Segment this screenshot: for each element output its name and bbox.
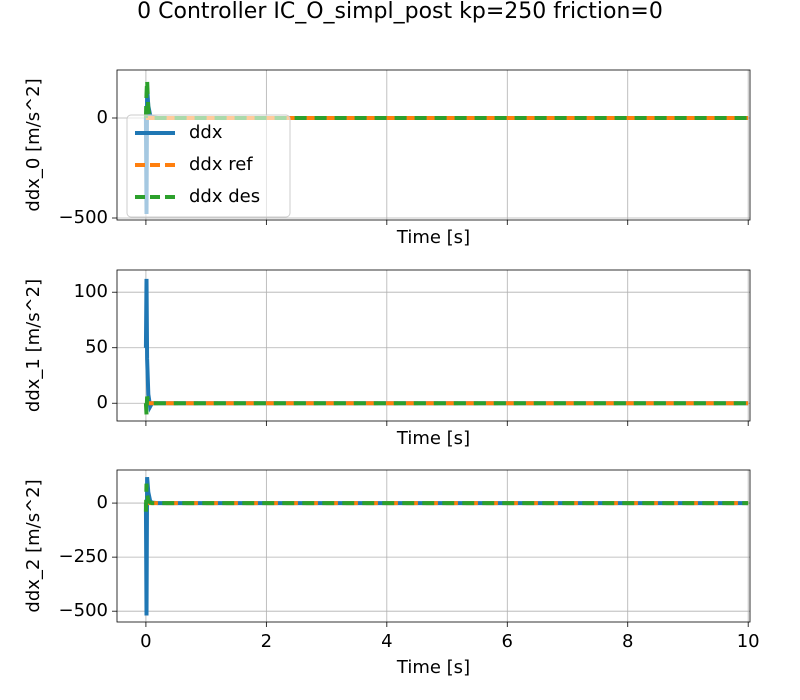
figure-title: 0 Controller IC_O_simpl_post kp=250 fric… (137, 0, 663, 24)
series-line (143, 396, 749, 415)
x-tick-label: 0 (140, 631, 151, 652)
legend-label: ddx (189, 122, 223, 143)
y-tick-label: −500 (59, 207, 108, 228)
y-tick-label: −250 (59, 546, 108, 567)
series-line (143, 483, 749, 512)
y-axis-label: ddx_2 [m/s^2] (23, 479, 44, 612)
x-axis-label: Time [s] (396, 657, 470, 678)
x-tick-label: 4 (381, 631, 392, 652)
x-axis-label: Time [s] (396, 227, 470, 248)
y-tick-label: 0 (97, 107, 108, 128)
y-tick-label: −500 (59, 600, 108, 621)
legend-box (126, 114, 291, 218)
y-tick-label: 100 (74, 281, 108, 302)
x-tick-label: 8 (622, 631, 633, 652)
axes-background (117, 470, 750, 622)
axes-frame (116, 269, 751, 422)
axes-background (117, 270, 750, 421)
legend-label: ddx ref (189, 154, 253, 175)
y-axis-label: ddx_0 [m/s^2] (23, 78, 44, 211)
plot-area (143, 476, 749, 616)
legend-label: ddx des (189, 186, 260, 207)
y-tick-label: 0 (97, 492, 108, 513)
plot-area (143, 278, 749, 415)
axes-frame (116, 469, 751, 623)
x-tick-label: 6 (502, 631, 513, 652)
y-tick-label: 50 (85, 337, 108, 358)
y-axis-label: ddx_1 [m/s^2] (23, 279, 44, 412)
x-tick-label: 2 (261, 631, 272, 652)
axes-frame (116, 69, 751, 221)
x-tick-label: 10 (737, 631, 760, 652)
y-tick-label: 0 (97, 392, 108, 413)
x-axis-label: Time [s] (396, 428, 470, 449)
